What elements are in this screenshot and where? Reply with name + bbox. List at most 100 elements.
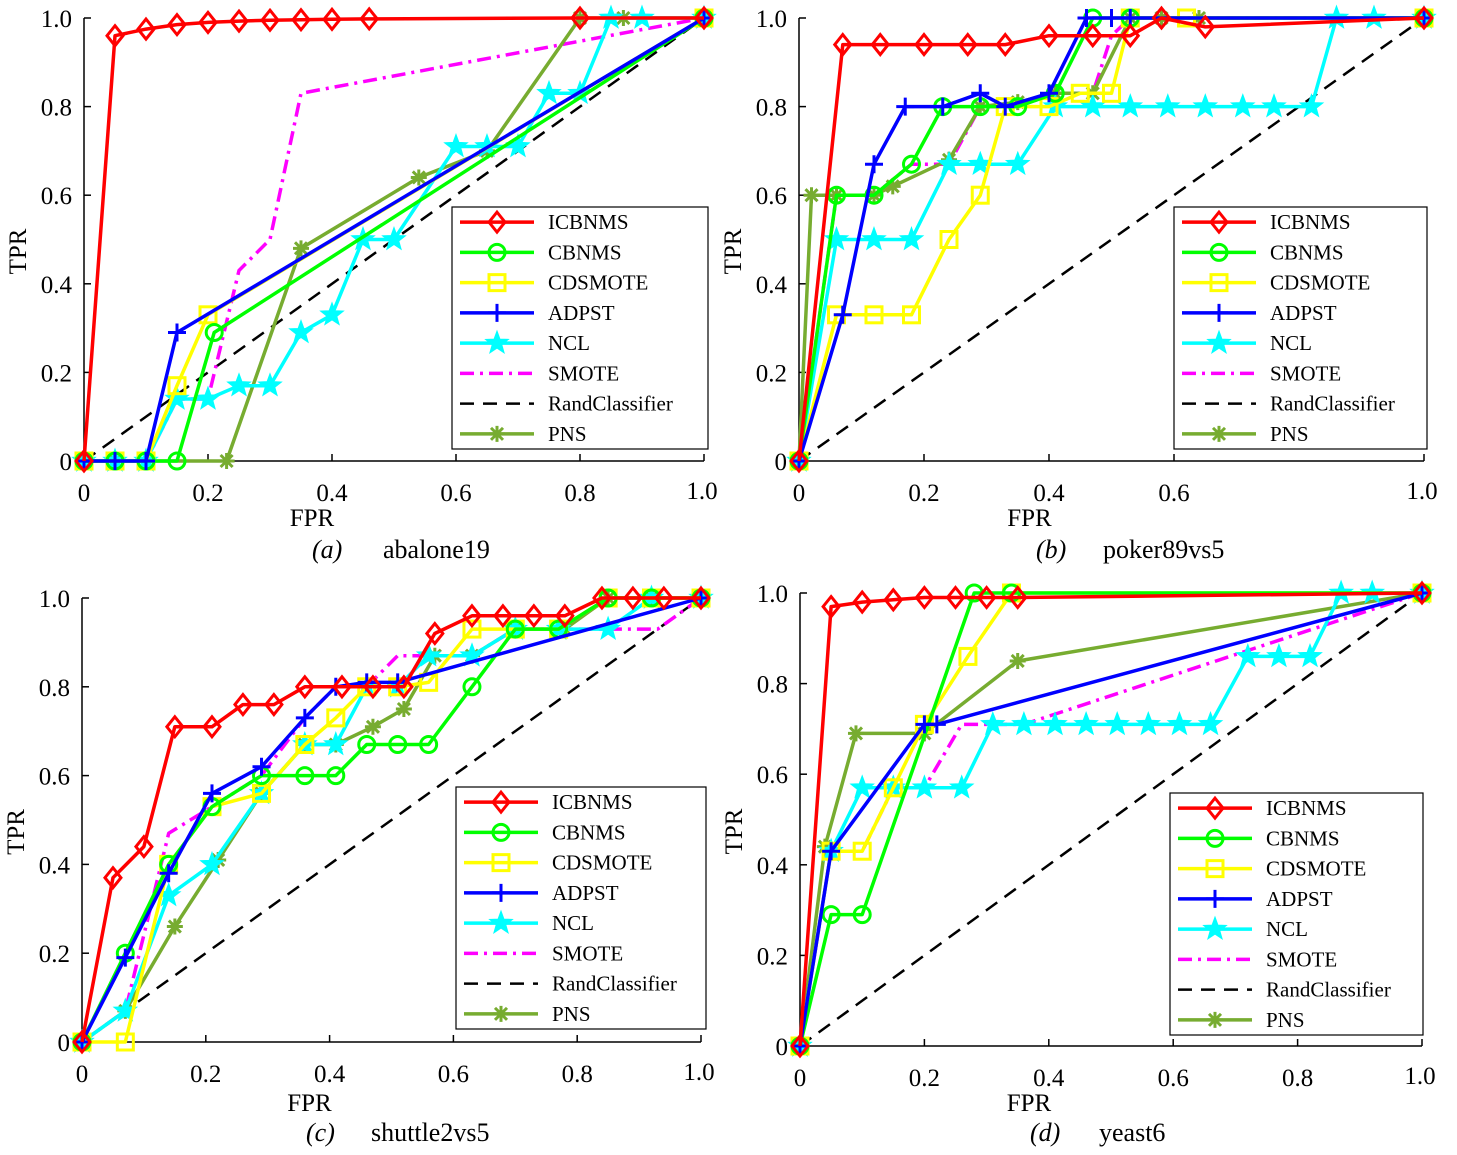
legend-label: PNS — [1266, 1008, 1305, 1032]
data-point — [883, 778, 903, 798]
data-point — [948, 774, 975, 799]
x-tick-label: 1.0 — [686, 478, 717, 505]
legend-label: PNS — [548, 422, 587, 446]
legend-box — [455, 786, 707, 1030]
data-point — [622, 585, 643, 611]
x-axis-title: FPR — [287, 1090, 332, 1117]
legend-label: NCL — [1266, 917, 1308, 941]
legend-label: ADPST — [552, 881, 619, 905]
y-tick-label: 0.2 — [41, 360, 72, 387]
data-point — [691, 585, 711, 611]
x-tick-label: 0.4 — [1033, 480, 1065, 507]
roc-panel-3: 0 0.2 0.4 0.6 0.8 1.0 0 0.2 0.4 0.6 0.8 1.0 FPR TPR IC… — [3, 584, 715, 1147]
x-tick-label: 0 — [76, 1061, 89, 1088]
legend: ICBNMS CBNMS CDSMOTE ADPST NCL SMOTE RandClass… — [455, 786, 707, 1030]
legend-label: ADPST — [1270, 301, 1337, 325]
data-point — [116, 948, 135, 967]
data-point — [218, 453, 235, 469]
y-tick-label: 0.8 — [41, 95, 72, 122]
x-tick-label: 0.2 — [908, 480, 939, 507]
x-axis-title: FPR — [290, 505, 335, 532]
legend-marker — [492, 883, 510, 902]
data-point — [1117, 93, 1144, 118]
caption-index: (a) — [312, 535, 342, 564]
data-point — [202, 714, 222, 740]
data-point — [1079, 93, 1106, 118]
series-line — [798, 591, 1422, 1047]
series-randclassifier — [799, 591, 1423, 1048]
data-point — [364, 718, 381, 735]
x-tick-label: 0.4 — [1033, 1065, 1065, 1092]
y-tick-label: 1.0 — [756, 6, 787, 33]
legend-marker — [1202, 915, 1228, 940]
legend-label: CDSMOTE — [1266, 857, 1366, 881]
legend-label: ICBNMS — [1270, 210, 1351, 234]
legend-box — [451, 206, 709, 450]
data-point — [381, 226, 407, 251]
roc-panel-2: 0 0.2 0.4 0.6 1.0 0 0.2 0.4 0.6 0.8 1.0 FPR TPR ICBNM… — [720, 4, 1438, 564]
data-point — [995, 32, 1016, 57]
legend-label: RandClassifier — [1270, 392, 1395, 416]
data-point — [363, 674, 383, 700]
x-tick-label: 0.2 — [190, 1061, 221, 1088]
legend-label: ADPST — [548, 301, 615, 325]
series-line — [82, 16, 704, 462]
legend-marker — [1207, 1011, 1223, 1028]
y-tick-label: 0 — [775, 449, 788, 476]
legend-marker — [1205, 828, 1225, 848]
x-tick-label: 0 — [78, 480, 91, 507]
data-point — [939, 230, 959, 249]
legend: ICBNMS CBNMS CDSMOTE ADPST NCL SMOTE RandClass… — [451, 206, 709, 450]
data-point — [393, 674, 414, 700]
legend-label: CBNMS — [1270, 240, 1344, 264]
x-tick-label: 0.8 — [562, 1061, 593, 1088]
data-point — [914, 585, 935, 610]
legend-label: RandClassifier — [548, 392, 673, 416]
data-point — [1154, 93, 1181, 118]
x-tick-label: 0.8 — [1282, 1065, 1313, 1092]
y-tick-label: 0 — [776, 1034, 789, 1061]
y-tick-label: 0.4 — [39, 852, 71, 879]
data-point — [1102, 9, 1121, 27]
data-point — [74, 448, 94, 474]
legend-marker — [1206, 329, 1232, 354]
data-point — [263, 692, 284, 717]
legend-label: RandClassifier — [552, 972, 677, 996]
data-point — [1042, 710, 1068, 736]
data-point — [257, 372, 283, 397]
data-point — [462, 619, 482, 639]
data-point — [789, 448, 809, 474]
x-tick-label: 1.0 — [1406, 478, 1437, 505]
data-point — [505, 619, 525, 639]
data-point — [976, 585, 997, 610]
data-point — [199, 850, 225, 876]
data-point — [1229, 93, 1256, 118]
data-point — [945, 585, 966, 610]
data-point — [168, 323, 186, 342]
legend-marker — [488, 303, 506, 322]
data-point — [1011, 710, 1037, 736]
data-point — [357, 735, 377, 755]
data-point — [204, 323, 224, 343]
data-point — [896, 97, 915, 116]
data-point — [1266, 642, 1292, 668]
data-point — [159, 864, 178, 883]
data-point — [1135, 710, 1162, 736]
data-point — [694, 5, 714, 31]
data-point — [821, 594, 842, 619]
data-point — [424, 621, 445, 646]
legend-label: SMOTE — [548, 361, 619, 385]
data-point — [198, 305, 218, 325]
data-point — [554, 603, 575, 629]
y-axis-title: TPR — [721, 808, 748, 854]
data-point — [1197, 710, 1224, 736]
legend-marker — [1211, 425, 1227, 442]
data-point — [884, 178, 901, 195]
data-point — [322, 6, 342, 32]
legend: ICBNMS CBNMS CDSMOTE ADPST NCL SMOTE RandClass… — [1169, 792, 1424, 1036]
legend-label: SMOTE — [1270, 361, 1341, 385]
y-tick-label: 0 — [60, 449, 73, 476]
legend: ICBNMS CBNMS CDSMOTE ADPST NCL SMOTE RandClass… — [1173, 206, 1428, 450]
data-point — [852, 841, 872, 861]
